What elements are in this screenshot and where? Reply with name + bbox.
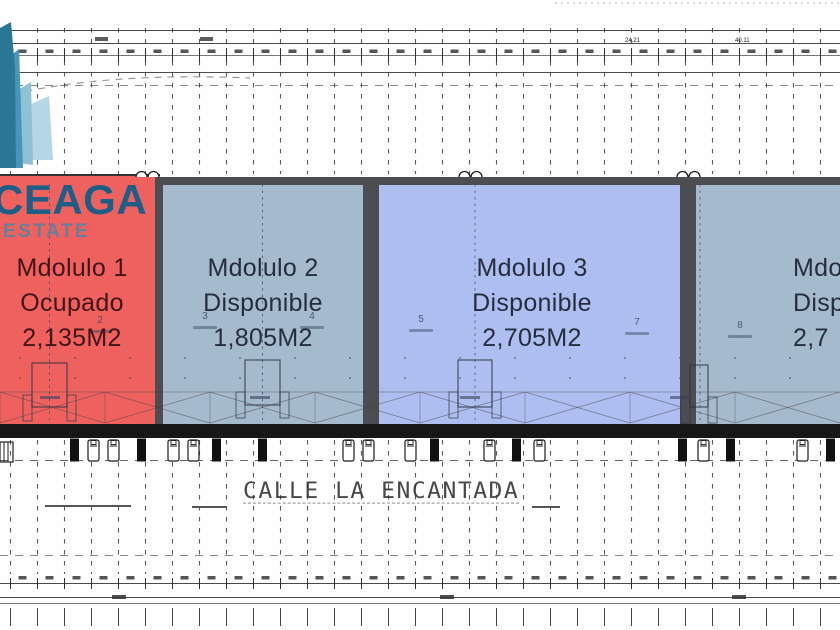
street-name: CALLE LA ENCANTADA — [243, 478, 520, 504]
dimension-numbers: 24.21 40.11 — [18, 37, 837, 599]
module-title: Mdolulo 1 — [16, 254, 128, 282]
ceaga-logo: CEAGA ESTATE — [0, 0, 200, 250]
grid-number-5: 5 — [409, 315, 433, 332]
grid-number-7: 7 — [625, 318, 649, 335]
loading-dock-trucks — [0, 438, 835, 463]
module-status: Ocupado — [20, 289, 124, 317]
module-area: 2,705M2 — [482, 324, 582, 352]
module-4-overlay — [688, 177, 840, 424]
module-area: 2,7 — [793, 324, 829, 352]
building-south-wall — [0, 424, 840, 438]
module-title: Mdolulo 3 — [476, 254, 588, 282]
module-area: 1,805M2 — [213, 324, 313, 352]
module-area: 2,135M2 — [22, 324, 122, 352]
svg-text:24.21: 24.21 — [625, 38, 641, 44]
logo-mark-icon — [0, 22, 53, 168]
grid-number-2: 2 — [88, 316, 112, 333]
module-status: Disponible — [203, 289, 323, 317]
module-status: Disponible — [472, 289, 592, 317]
module-3-overlay — [371, 177, 688, 424]
module-2-label: Mdolulo 2 Disponible 1,805M2 — [161, 251, 365, 356]
svg-text:40.11: 40.11 — [735, 38, 750, 44]
module-1-label: Mdolulo 1 Ocupado 2,135M2 — [0, 251, 174, 356]
street-centerline-dash — [45, 505, 131, 507]
module-title: Mdolulo 2 — [207, 254, 319, 282]
logo-brand-text: CEAGA — [0, 176, 148, 223]
grid-number-3: 3 — [193, 312, 217, 329]
module-title: Mdo — [793, 254, 840, 282]
module-4-label: Mdo Disp 2,7 — [793, 251, 840, 356]
grid-number-8: 8 — [728, 321, 752, 338]
module-1-overlay — [0, 176, 155, 424]
module-3-label: Mdolulo 3 Disponible 2,705M2 — [418, 251, 646, 356]
logo-subtitle-text: ESTATE — [3, 221, 91, 242]
street-centerline-dash — [192, 506, 226, 508]
module-status: Disp — [793, 289, 840, 317]
street-centerline-dash — [532, 506, 560, 508]
grid-number-4: 4 — [300, 312, 324, 329]
